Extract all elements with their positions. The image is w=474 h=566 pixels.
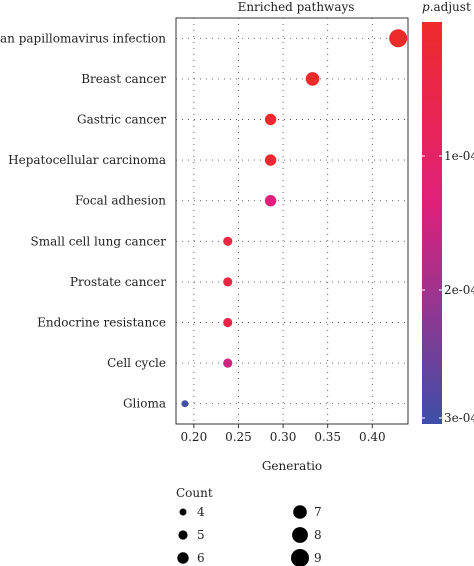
size-legend-label-2: 6 [197,551,205,565]
size-legend-items: 4 5 6 7 8 9 [177,505,322,566]
size-legend-dot-4 [292,527,308,543]
y-tick-label-3: Hepatocellular carcinoma [8,153,166,167]
y-tick-label-0: Human papillomavirus infection [0,31,166,45]
point-2 [264,113,277,126]
y-tick-label-2: Gastric cancer [77,113,166,127]
size-legend: Count 4 5 6 7 8 9 [176,486,322,566]
point-9 [181,400,189,408]
y-tick-label-4: Focal adhesion [75,194,166,208]
size-legend-dot-0 [179,508,187,516]
point-1 [305,72,320,86]
x-tick-label-1: 0.25 [225,430,252,444]
point-3 [264,154,277,166]
y-tick-label-5: Small cell lung cancer [30,234,166,248]
color-tick-label-2: 3e-04 [444,411,474,425]
color-legend: p.adjust 1e-04 2e-04 3e-04 [422,0,474,425]
color-legend-title-rest: .adjust [430,0,471,14]
size-legend-dot-1 [178,530,188,540]
y-axis-labels: Human papillomavirus infection Breast can… [0,31,166,410]
size-legend-label-0: 4 [197,505,205,519]
point-4 [264,195,277,207]
y-tick-label-6: Prostate cancer [70,275,166,289]
color-tick-label-1: 2e-04 [444,283,474,297]
size-legend-label-4: 8 [314,528,322,542]
data-points [181,29,408,408]
grid-lines [176,18,408,424]
x-tick-label-2: 0.30 [270,430,297,444]
color-legend-title-italic: p [422,0,430,14]
point-5 [223,236,233,246]
color-bar [422,22,442,424]
color-legend-ticks: 1e-04 2e-04 3e-04 [422,149,474,425]
y-tick-label-8: Cell cycle [107,356,166,370]
y-tick-label-7: Endocrine resistance [37,316,166,330]
color-tick-label-0: 1e-04 [444,149,474,163]
size-legend-dot-5 [291,549,309,566]
size-legend-label-5: 9 [314,551,322,565]
y-tick-label-9: Glioma [123,397,166,411]
x-axis-ticks: 0.20 0.25 0.30 0.35 0.40 [180,424,386,444]
color-legend-title: p.adjust [422,0,471,14]
size-legend-label-1: 5 [197,528,205,542]
size-legend-label-3: 7 [314,505,322,519]
size-legend-title: Count [176,486,213,500]
size-legend-dot-3 [293,505,307,519]
point-6 [223,277,233,287]
x-axis-label: Generatio [262,459,322,473]
plot-frame [175,17,409,425]
chart-title: Enriched pathways [238,0,355,14]
x-tick-label-4: 0.40 [359,430,386,444]
x-tick-label-3: 0.35 [314,430,341,444]
y-tick-label-1: Breast cancer [81,72,166,86]
point-0 [389,29,408,48]
x-tick-label-0: 0.20 [180,430,207,444]
point-7 [223,317,233,328]
size-legend-dot-2 [177,552,189,564]
point-8 [223,358,233,368]
